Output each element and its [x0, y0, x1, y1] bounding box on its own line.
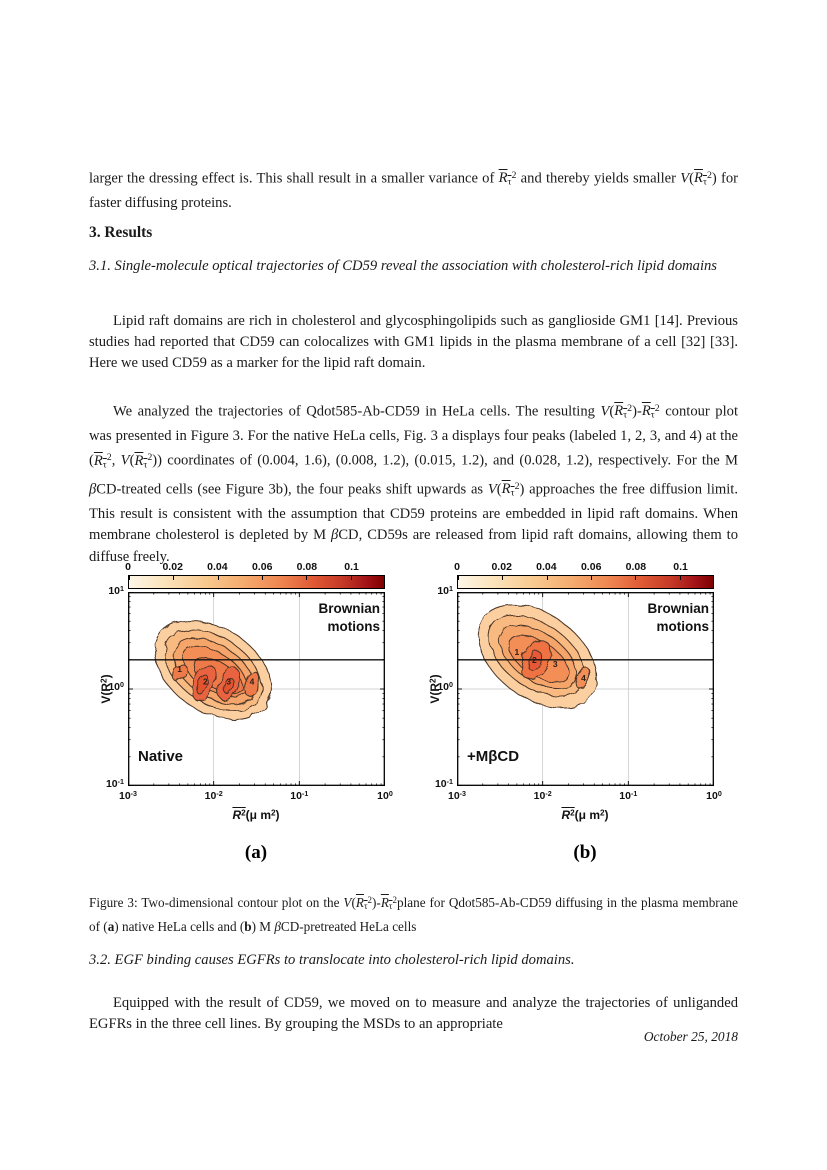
colorbar-tick-label: 0.06 — [251, 561, 273, 573]
figure-panel-native: 0 0.02 0.04 0.06 0.08 0.1 101 100 10-1 V… — [94, 558, 414, 870]
peak-number-labels: 1 2 3 4 — [177, 664, 254, 686]
colorbar-tick-label: 0.04 — [536, 561, 557, 573]
colorbar-tick-label: 0.06 — [580, 561, 602, 573]
brownian-motions-label: Brownian motions — [647, 601, 709, 634]
svg-text:2: 2 — [532, 655, 537, 665]
date-footer: October 25, 2018 — [643, 1029, 738, 1044]
condition-label-native: Native — [138, 748, 184, 765]
svg-text:1: 1 — [515, 647, 520, 657]
colorbar-tick-label: 0 — [125, 561, 131, 573]
contour-blobs — [477, 604, 597, 708]
paragraph-intro-continuation: larger the dressing effect is. This shal… — [89, 169, 738, 211]
panel-letter-b: (b) — [573, 842, 597, 863]
contour-plot-mbcd: 1 2 3 4 — [457, 592, 714, 786]
y-tick-label: 100 — [108, 681, 124, 694]
section-heading-results: 3. Results — [89, 224, 153, 241]
brownian-motions-label: Brownian motions — [318, 601, 380, 634]
x-tick-label: 100 — [706, 790, 722, 803]
colorbar-tick-label: 0.1 — [673, 561, 688, 573]
colorbar-tick-label: 0.02 — [162, 561, 183, 573]
figure-panel-mbcd: 0 0.02 0.04 0.06 0.08 0.1 101 100 10-1 V… — [423, 558, 743, 870]
y-tick-label: 10-1 — [434, 778, 453, 791]
x-tick-label: 10-2 — [204, 790, 223, 803]
colorbar-tick-label: 0.08 — [296, 561, 318, 573]
paragraph-cd59-analysis: We analyzed the trajectories of Qdot585-… — [89, 402, 738, 565]
y-tick-label: 101 — [108, 585, 124, 598]
contour-plot-native: 1 2 3 4 — [128, 592, 385, 786]
x-tick-label: 10-3 — [118, 790, 138, 803]
contour-blobs — [154, 619, 272, 721]
x-tick-label: 10-1 — [290, 790, 309, 803]
svg-text:3: 3 — [226, 676, 231, 686]
figure-caption: Figure 3: Two-dimensional contour plot o… — [89, 895, 738, 934]
peak-number-labels: 1 2 3 4 — [515, 647, 587, 683]
svg-text:3: 3 — [553, 659, 558, 669]
colorbar-tick-label: 0.02 — [491, 561, 512, 573]
colorbar-tick-label: 0 — [454, 561, 460, 573]
y-tick-label: 101 — [437, 585, 453, 598]
x-tick-label: 100 — [377, 790, 393, 803]
x-tick-label: 10-3 — [447, 790, 467, 803]
colorbar-tick-label: 0.04 — [207, 561, 228, 573]
svg-text:4: 4 — [581, 673, 586, 683]
paragraph-lipid-rafts: Lipid raft domains are rich in cholester… — [89, 312, 738, 372]
figure-3: 0 0.02 0.04 0.06 0.08 0.1 101 100 10-1 V… — [94, 558, 754, 870]
svg-text:1: 1 — [177, 664, 182, 674]
colorbar-tick-label: 0.08 — [625, 561, 647, 573]
y-axis-label: V(R2) — [428, 674, 442, 704]
colorbar — [457, 575, 714, 589]
paragraph-egfr: Equipped with the result of CD59, we mov… — [89, 994, 738, 1032]
subsection-heading-3-2: 3.2. EGF binding causes EGFRs to translo… — [89, 952, 575, 968]
panel-letter-a: (a) — [244, 842, 268, 863]
y-axis-label: V(R2) — [99, 674, 113, 704]
x-axis-label: R2(μ m2) — [561, 808, 609, 822]
x-axis-label: R2(μ m2) — [232, 808, 280, 822]
colorbar — [128, 575, 385, 589]
subsection-heading-3-1: 3.1. Single-molecule optical trajectorie… — [89, 258, 717, 274]
svg-text:4: 4 — [250, 676, 255, 686]
svg-text:2: 2 — [203, 676, 208, 686]
condition-label-mbcd: +MβCD — [467, 748, 520, 765]
x-tick-label: 10-2 — [533, 790, 552, 803]
x-tick-label: 10-1 — [619, 790, 638, 803]
y-tick-label: 100 — [437, 681, 453, 694]
y-tick-label: 10-1 — [105, 778, 124, 791]
colorbar-tick-label: 0.1 — [344, 561, 359, 573]
